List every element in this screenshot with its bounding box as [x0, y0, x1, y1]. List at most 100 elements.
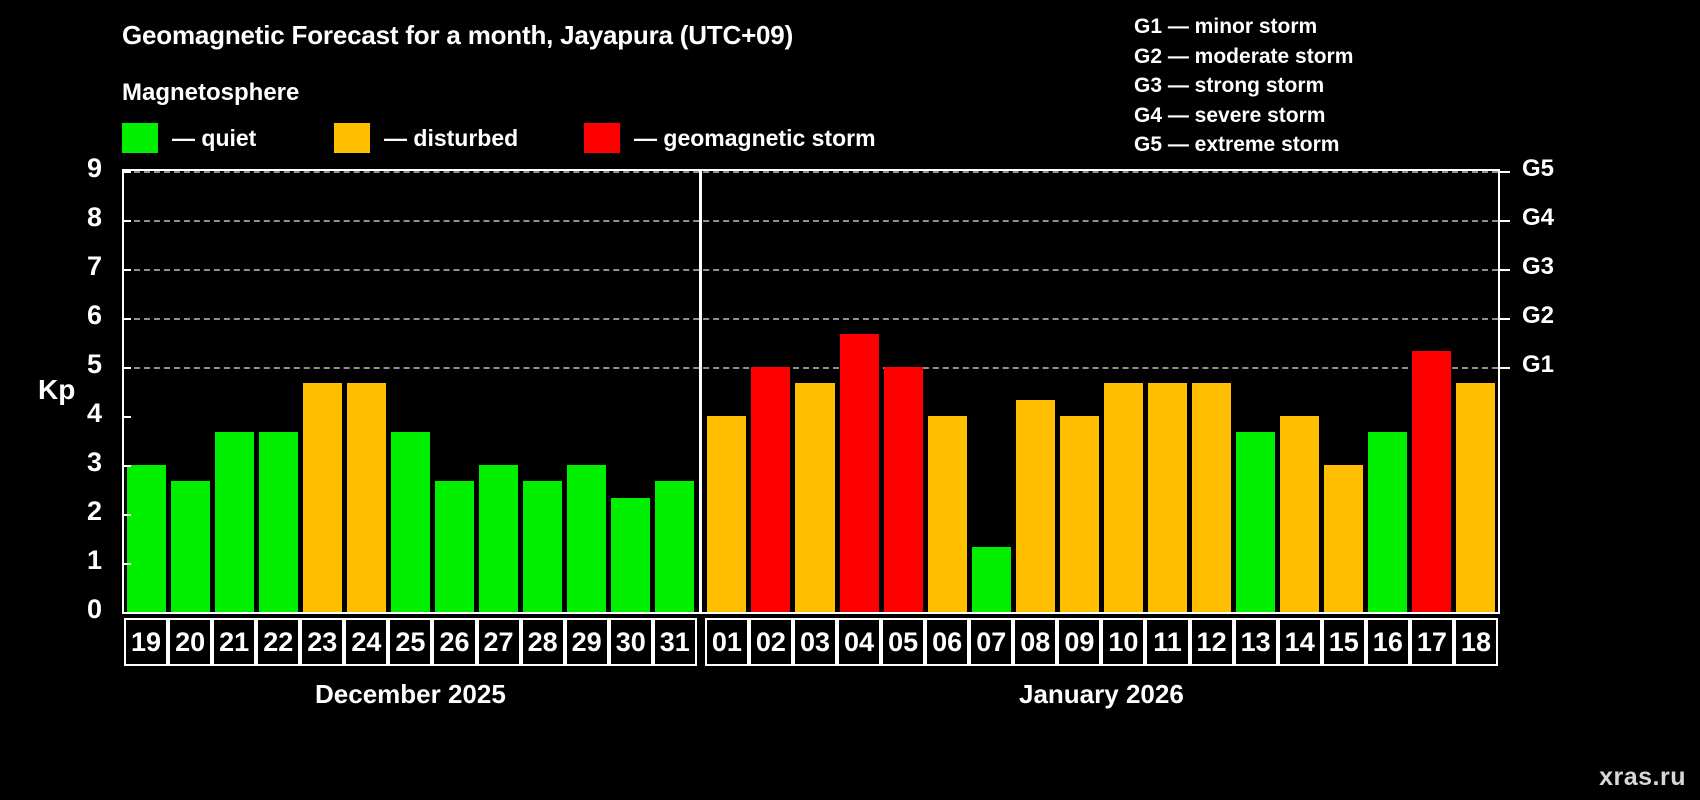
bar: [971, 546, 1011, 612]
g-axis-tick-label: G5: [1522, 155, 1555, 182]
g-axis-tick-label: G2: [1522, 302, 1555, 329]
day-label-box: 07: [969, 618, 1014, 666]
legend-item: — disturbed: [334, 122, 518, 154]
bar: [927, 416, 967, 612]
y-axis-tick-label: 1: [86, 545, 102, 575]
day-label-box: 02: [748, 618, 793, 666]
y-axis-tick-mark: [122, 416, 131, 418]
legend-item-label: — quiet: [172, 124, 257, 151]
y-axis-tick-mark: [122, 563, 131, 565]
day-label-box: 22: [256, 618, 301, 666]
bar: [1015, 399, 1055, 612]
day-label-box: 31: [652, 618, 697, 666]
bar: [523, 481, 563, 612]
bar: [567, 465, 607, 612]
day-label-box: 21: [212, 618, 257, 666]
gridline: [124, 220, 1498, 222]
gridline: [124, 318, 1498, 320]
bar: [1324, 465, 1364, 612]
g-axis-tick-label: G4: [1522, 204, 1555, 231]
y-axis-tick-label: 0: [86, 594, 102, 624]
chart-plot-area: [122, 169, 1500, 614]
y-axis-tick-mark: [122, 220, 131, 222]
gscale-legend: G1 — minor storm G2 — moderate storm G3 — …: [1134, 12, 1353, 160]
y-axis-tick-mark: [122, 465, 131, 467]
day-axis: 19 20 21 22 23 24 25 26 27 28 29 30 31 01 02 03 04 05 06 07…: [122, 618, 1500, 666]
bar: [1368, 432, 1408, 612]
day-label-box: 06: [925, 618, 970, 666]
bar: [479, 465, 519, 612]
y-axis-tick-label: 9: [86, 153, 102, 183]
bar: [170, 481, 210, 612]
day-label-box: 29: [564, 618, 609, 666]
day-label-box: 23: [300, 618, 345, 666]
day-label-box: 19: [124, 618, 169, 666]
bar: [1059, 416, 1099, 612]
day-label-box: 15: [1321, 618, 1366, 666]
day-label-box: 20: [168, 618, 213, 666]
legend-color-swatch: [122, 123, 158, 153]
month-caption: January 2026: [1019, 679, 1184, 709]
day-label-box: 09: [1057, 618, 1102, 666]
bar: [707, 416, 747, 612]
gridline: [124, 171, 1498, 173]
day-label-box: 14: [1277, 618, 1322, 666]
day-label-box: 24: [344, 618, 389, 666]
g-axis-tick-mark: [1500, 269, 1510, 271]
gscale-legend-line: G2 — moderate storm: [1134, 44, 1354, 68]
bar: [1147, 383, 1188, 612]
bar: [434, 481, 474, 612]
bar: [1280, 416, 1320, 612]
day-label-box: 27: [476, 618, 521, 666]
legend-item-label: — geomagnetic storm: [634, 124, 876, 151]
bar: [1456, 383, 1496, 612]
y-axis-tick-mark: [122, 514, 131, 516]
bar: [214, 432, 254, 612]
g-axis-tick-label: G3: [1522, 253, 1555, 280]
y-axis-tick-mark: [122, 269, 131, 271]
y-axis-tick-mark: [122, 318, 131, 320]
y-axis-tick-label: 4: [86, 398, 102, 428]
bars-layer: [124, 171, 1498, 612]
y-axis-tick-mark: [122, 171, 131, 173]
day-label-box: 05: [881, 618, 926, 666]
bar: [390, 432, 430, 612]
day-label-box: 11: [1145, 618, 1190, 666]
day-label-box: 12: [1189, 618, 1234, 666]
gridline: [124, 269, 1498, 271]
y-axis-tick-label: 6: [86, 300, 102, 330]
y-axis-tick-mark: [122, 367, 131, 369]
day-label-box: 03: [792, 618, 838, 666]
legend-item: — geomagnetic storm: [584, 122, 876, 154]
gridline: [124, 367, 1498, 369]
bar: [751, 367, 791, 612]
gscale-legend-line: G4 — severe storm: [1134, 103, 1326, 127]
bar: [258, 432, 298, 612]
g-axis-tick-mark: [1500, 318, 1510, 320]
bar: [883, 367, 923, 612]
bar: [655, 481, 695, 612]
day-label-box: 30: [608, 618, 653, 666]
bar: [1103, 383, 1143, 612]
magnetosphere-section-label: Magnetosphere: [122, 79, 300, 106]
gscale-legend-line: G1 — minor storm: [1134, 15, 1318, 38]
y-axis-tick-label: 5: [86, 349, 102, 379]
day-label-box: 13: [1233, 618, 1278, 666]
day-label-box: 01: [704, 618, 749, 666]
day-label-box: 16: [1365, 618, 1410, 666]
g-axis-tick-mark: [1500, 171, 1510, 173]
day-label-box: 04: [837, 618, 882, 666]
bar: [126, 465, 166, 612]
month-divider: [699, 169, 703, 614]
legend-item-label: — disturbed: [384, 124, 519, 151]
bar: [346, 383, 386, 612]
y-axis-tick-label: 8: [86, 202, 102, 232]
y-axis-title: Kp: [38, 374, 76, 405]
gscale-legend-line: G5 — extreme storm: [1134, 133, 1340, 156]
g-axis-tick-mark: [1500, 220, 1510, 222]
bar: [611, 497, 651, 612]
y-axis-tick-label: 3: [86, 447, 102, 477]
day-label-box: 25: [388, 618, 433, 666]
plot-inner: [124, 169, 1498, 614]
day-label-box: 18: [1453, 618, 1498, 666]
